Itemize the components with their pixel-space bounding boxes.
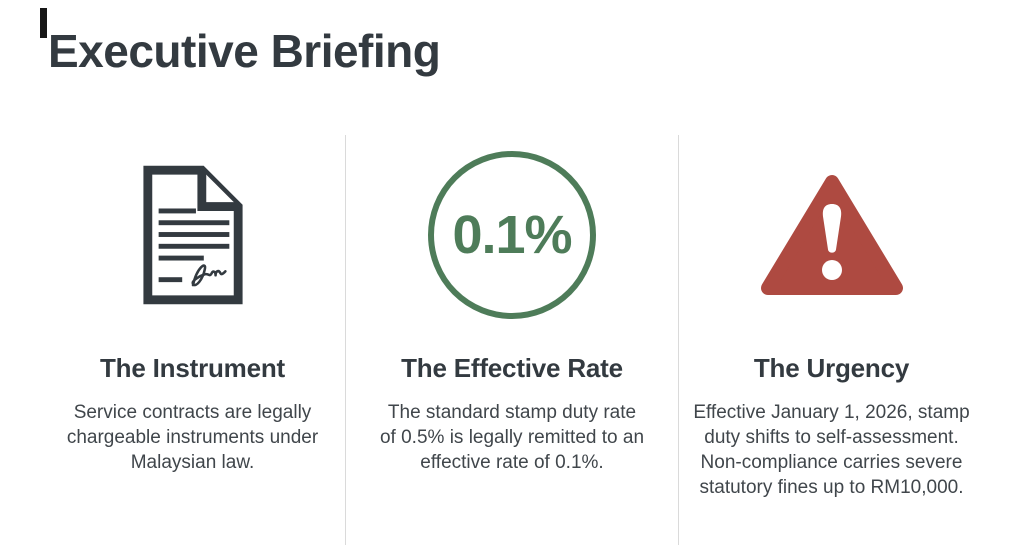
rate-value: 0.1%	[452, 205, 572, 265]
top-left-tick	[40, 8, 47, 38]
column-body-urgency: Effective January 1, 2026, stamp duty sh…	[693, 402, 970, 498]
column-body-effective-rate: The standard stamp duty rate of 0.5% is …	[379, 402, 645, 473]
page-title: Executive Briefing	[48, 25, 441, 77]
column-body-instrument: Service contracts are legally chargeable…	[66, 402, 319, 473]
column-urgency: The Urgency Effective January 1, 2026, s…	[678, 135, 984, 545]
rate-icon-zone: 0.1%	[346, 135, 678, 335]
urgency-icon-zone	[679, 135, 984, 335]
column-instrument: The Instrument Service contracts are leg…	[40, 135, 345, 545]
column-heading-effective-rate: The Effective Rate	[401, 353, 623, 383]
column-effective-rate: 0.1% The Effective Rate The standard sta…	[345, 135, 678, 545]
instrument-icon-zone	[40, 135, 345, 335]
contract-document-icon	[142, 165, 243, 305]
rate-circle-icon: 0.1%	[428, 151, 596, 319]
column-heading-instrument: The Instrument	[100, 353, 285, 383]
columns-row: The Instrument Service contracts are leg…	[40, 135, 984, 545]
column-heading-urgency: The Urgency	[753, 353, 910, 383]
warning-triangle-icon	[760, 175, 903, 295]
